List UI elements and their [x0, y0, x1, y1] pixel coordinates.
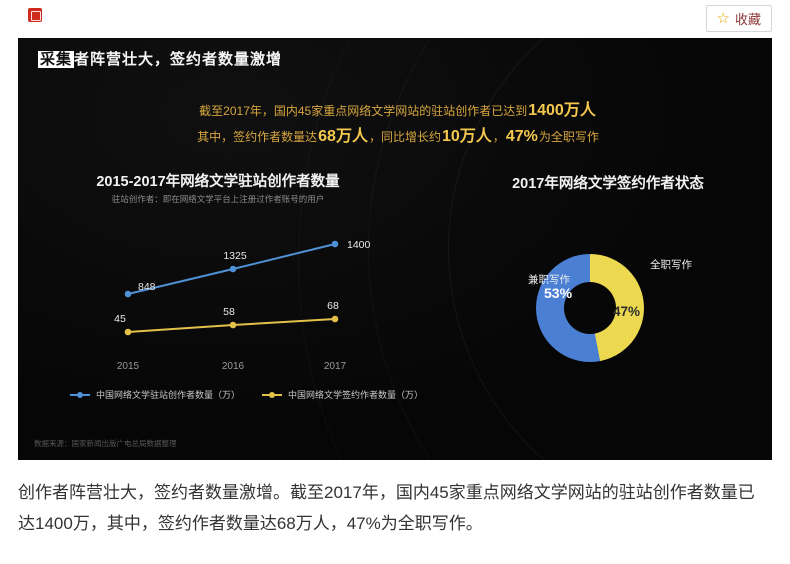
star-icon: ☆: [716, 10, 730, 27]
callout-text: 为全职写作: [538, 130, 599, 144]
legend-item-signed: 中国网络文学签约作者数量（万）: [262, 388, 423, 401]
legend-marker-yellow-icon: [262, 391, 283, 398]
callout-number: 1400万人: [528, 102, 596, 119]
caption-text: 创作者阵营壮大，签约者数量激增。截至2017年，国内45家重点网络文学网站的驻站…: [18, 483, 755, 533]
pie-value-parttime: 53%: [544, 285, 573, 301]
svg-text:2016: 2016: [222, 361, 245, 372]
callout-line-2: 其中，签约作者数量达68万人，同比增长约10万人，47%为全职写作: [158, 124, 638, 150]
svg-text:1400: 1400: [347, 239, 371, 251]
svg-text:68: 68: [327, 300, 339, 312]
slide-title: 采集 者阵营壮大，签约者数量激增: [38, 48, 282, 69]
callout-line-1: 截至2017年，国内45家重点网络文学网站的驻站创作者已达到1400万人: [158, 98, 638, 124]
slide-title-text: 者阵营壮大，签约者数量激增: [74, 51, 283, 68]
pie-value-fulltime: 47%: [613, 304, 641, 319]
svg-text:58: 58: [223, 306, 235, 318]
legend-label: 中国网络文学签约作者数量（万）: [288, 390, 424, 400]
pie-label-fulltime: 全职写作: [650, 259, 692, 271]
line-chart-subtitle: 驻站创作者：即在网络文学平台上注册过作者账号的用户: [111, 194, 325, 204]
slide-title-highlight: 采集: [38, 51, 75, 68]
chart-legend: 中国网络文学驻站创作者数量（万） 中国网络文学签约作者数量（万）: [70, 388, 423, 401]
callout: 截至2017年，国内45家重点网络文学网站的驻站创作者已达到1400万人 其中，…: [158, 98, 638, 150]
line-chart-svg: 848 1325 1400 45 58 68 2015 2016 2017: [114, 239, 371, 372]
svg-text:2015: 2015: [117, 361, 140, 372]
callout-number: 47%: [505, 128, 538, 145]
legend-item-registered: 中国网络文学驻站创作者数量（万）: [70, 388, 240, 401]
donut-hole: [564, 282, 616, 334]
legend-marker-blue-icon: [70, 391, 90, 398]
legend-label: 中国网络文学驻站创作者数量（万）: [96, 390, 241, 400]
callout-text: 其中，签约作者数量达: [197, 130, 318, 144]
slide-image: 采集 者阵营壮大，签约者数量激增 截至2017年，国内45家重点网络文学网站的驻站…: [18, 38, 772, 460]
favorite-label: 收藏: [734, 12, 761, 27]
donut-chart: [536, 254, 644, 362]
callout-number: 10万人: [441, 128, 492, 145]
svg-text:45: 45: [114, 313, 126, 325]
decorative-arc: [368, 38, 772, 460]
svg-text:848: 848: [138, 281, 156, 293]
callout-text: ，: [492, 130, 505, 144]
svg-text:1325: 1325: [223, 250, 247, 262]
callout-text: ，同比增长约: [368, 130, 441, 144]
data-source: 数据来源：国家新闻出版广电总局数据整理: [34, 439, 177, 448]
pie-chart-title: 2017年网络文学签约作者状态: [512, 176, 704, 192]
callout-number: 68万人: [318, 128, 368, 145]
pie-label-parttime: 兼职写作: [528, 274, 570, 286]
line-chart-title: 2015-2017年网络文学驻站创作者数量: [96, 174, 340, 190]
svg-text:2017: 2017: [324, 361, 347, 372]
favorite-button[interactable]: ☆ 收藏: [705, 5, 772, 32]
callout-text: 截至2017年，国内45家重点网络文学网站的驻站创作者已达到: [199, 104, 528, 118]
logo-icon: [28, 8, 42, 22]
